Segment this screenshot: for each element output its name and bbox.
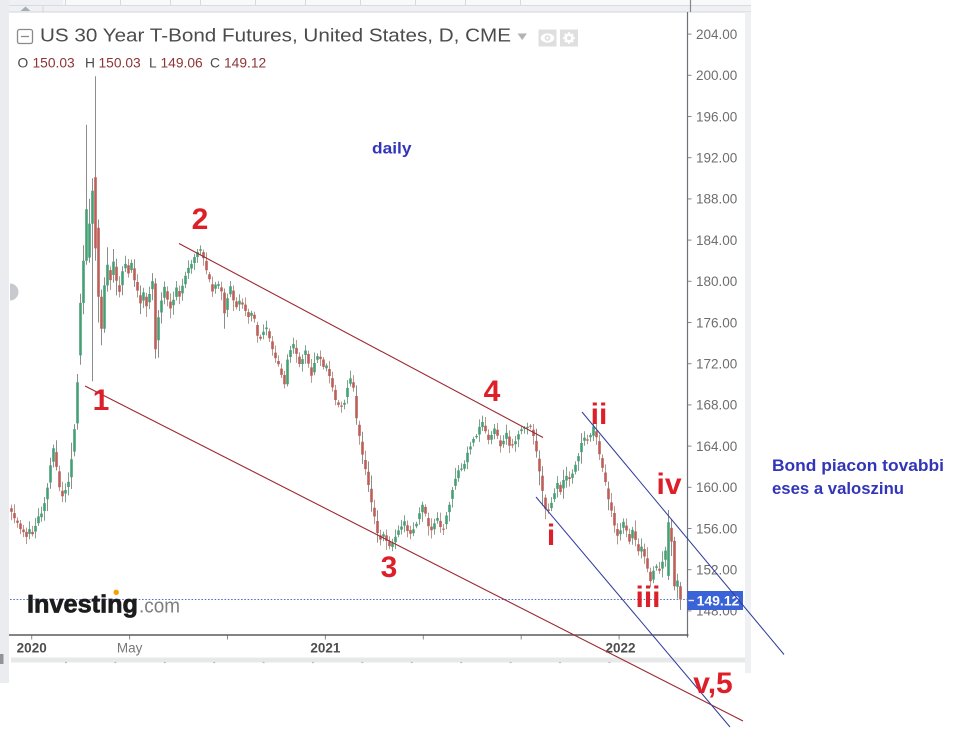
svg-text:196.00: 196.00 bbox=[696, 109, 737, 124]
svg-text:150.03: 150.03 bbox=[33, 55, 76, 70]
svg-text:204.00: 204.00 bbox=[696, 27, 737, 42]
svg-text:C: C bbox=[210, 55, 220, 70]
svg-text:168.00: 168.00 bbox=[696, 398, 737, 413]
svg-text:ii: ii bbox=[591, 398, 608, 431]
svg-text:US 30 Year T-Bond Futures, Uni: US 30 Year T-Bond Futures, United States… bbox=[40, 26, 511, 46]
svg-text:Investing: Investing bbox=[27, 591, 138, 619]
svg-text:i: i bbox=[547, 519, 555, 552]
svg-text:Bond piacon tovabbi: Bond piacon tovabbi bbox=[772, 456, 944, 475]
svg-text:L: L bbox=[149, 55, 157, 70]
svg-text:v,5: v,5 bbox=[693, 667, 732, 700]
svg-text:daily: daily bbox=[372, 141, 412, 158]
svg-text:164.00: 164.00 bbox=[696, 439, 737, 454]
svg-text:eses a valoszinu: eses a valoszinu bbox=[772, 479, 904, 498]
svg-text:iv: iv bbox=[656, 468, 681, 501]
svg-text:176.00: 176.00 bbox=[696, 315, 737, 330]
svg-text:149.06: 149.06 bbox=[161, 55, 204, 70]
svg-text:O: O bbox=[18, 55, 29, 70]
svg-text:iii: iii bbox=[635, 581, 660, 614]
svg-text:150.03: 150.03 bbox=[99, 55, 142, 70]
svg-text:188.00: 188.00 bbox=[696, 192, 737, 207]
svg-text:2020: 2020 bbox=[17, 641, 47, 656]
svg-text:160.00: 160.00 bbox=[696, 480, 737, 495]
svg-text:H: H bbox=[85, 55, 95, 70]
svg-text:184.00: 184.00 bbox=[696, 233, 737, 248]
svg-text:180.00: 180.00 bbox=[696, 274, 737, 289]
svg-text:.com: .com bbox=[139, 596, 180, 618]
svg-text:172.00: 172.00 bbox=[696, 357, 737, 372]
svg-text:May: May bbox=[117, 641, 143, 656]
svg-text:3: 3 bbox=[381, 551, 398, 584]
svg-text:2022: 2022 bbox=[605, 641, 635, 656]
svg-text:152.00: 152.00 bbox=[696, 563, 737, 578]
svg-text:200.00: 200.00 bbox=[696, 68, 737, 83]
svg-text:149.12: 149.12 bbox=[697, 592, 740, 608]
svg-text:2021: 2021 bbox=[310, 641, 341, 656]
svg-text:192.00: 192.00 bbox=[696, 151, 737, 166]
svg-text:2: 2 bbox=[192, 203, 209, 236]
svg-text:4: 4 bbox=[484, 375, 501, 408]
svg-text:156.00: 156.00 bbox=[696, 521, 737, 536]
svg-text:1: 1 bbox=[93, 384, 110, 417]
svg-text:149.12: 149.12 bbox=[224, 55, 266, 70]
